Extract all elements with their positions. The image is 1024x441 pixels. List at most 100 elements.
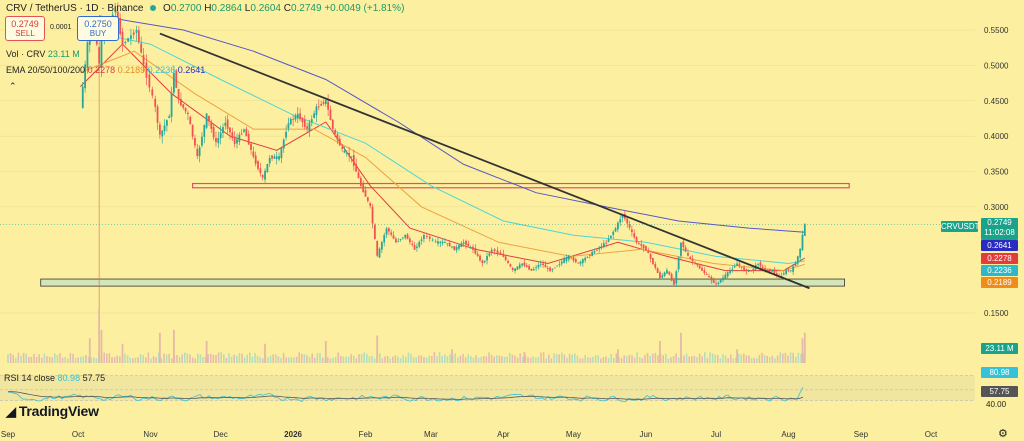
candle-body [369, 203, 372, 206]
volume-bar [290, 357, 293, 363]
volume-bar [587, 357, 589, 363]
volume-bar [90, 357, 92, 363]
volume-bar [282, 352, 285, 363]
candle-body [345, 152, 348, 154]
volume-bar [779, 352, 781, 363]
volume-bar [272, 354, 274, 363]
candle-body [420, 239, 423, 241]
candle-body [726, 272, 729, 277]
candle-body [127, 38, 130, 42]
candle-body [496, 250, 499, 254]
volume-bar [789, 352, 792, 363]
candle-body [142, 55, 145, 65]
sell-button[interactable]: 0.2749 SELL [5, 16, 45, 41]
chevron-up-icon[interactable]: ⌃ [9, 81, 17, 91]
volume-bar [194, 358, 196, 363]
volume-bar [670, 357, 672, 363]
gear-icon[interactable]: ⚙ [998, 428, 1008, 440]
volume-bar [532, 356, 534, 363]
time-tick-label: Oct [925, 430, 938, 439]
volume-bar [415, 357, 417, 363]
candle-body [546, 268, 549, 269]
candle-body [509, 264, 512, 267]
candle-body [796, 256, 799, 264]
candle-body [194, 138, 196, 146]
candle-body [243, 129, 245, 132]
volume-bar [165, 354, 168, 363]
buy-button[interactable]: 0.2750 BUY [77, 16, 119, 41]
candle-body [306, 126, 308, 129]
volume-bar [22, 352, 25, 363]
candle-body [701, 267, 703, 271]
candle-body [145, 62, 148, 78]
volume-bar [33, 353, 35, 363]
candle-body [376, 241, 379, 256]
sell-price: 0.2749 [11, 19, 39, 29]
candle-body [180, 98, 182, 106]
candle-body [761, 266, 764, 268]
candle-body [362, 183, 365, 193]
candle-body [140, 43, 143, 53]
candle-body [631, 229, 633, 233]
volume-bar [568, 354, 571, 363]
volume-bar [493, 356, 495, 363]
candle-body [366, 197, 369, 201]
volume-bar [418, 355, 420, 363]
candle-body [121, 31, 124, 45]
ema100-line [80, 29, 805, 265]
volume-bar [483, 356, 485, 363]
volume-bar [389, 358, 391, 363]
volume-bar [35, 357, 38, 363]
candle-body [560, 261, 563, 264]
volume-bar [61, 357, 64, 363]
volume-bar [337, 352, 339, 363]
volume-bar [626, 356, 628, 363]
volume-bar [472, 357, 475, 363]
volume-bar [150, 358, 152, 363]
price-tick-label: 0.3000 [984, 203, 1009, 212]
symbol-title: CRV / TetherUS · 1D · Binance [6, 3, 144, 14]
volume-bar [41, 357, 43, 363]
ema20-value: 0.2278 [87, 65, 116, 75]
volume-bar [212, 354, 215, 363]
symbol-tag: CRVUSDT [941, 221, 980, 232]
volume-bar [277, 356, 280, 363]
ema200-value: 0.2641 [177, 65, 206, 75]
candle-body [380, 242, 383, 250]
volume-bar [784, 352, 787, 363]
volume-bar [602, 357, 605, 363]
candle-body [488, 253, 491, 256]
volume-bar [205, 341, 208, 363]
candle-body [324, 99, 327, 104]
tradingview-brand[interactable]: ◢ TradingView [6, 403, 99, 420]
volume-bar [269, 355, 272, 363]
volume-bar [184, 352, 186, 363]
volume-bar [639, 357, 641, 363]
candle-body [626, 218, 629, 224]
candle-body [341, 147, 344, 149]
volume-bar [514, 355, 516, 363]
candle-body [528, 265, 530, 270]
candle-body [317, 106, 320, 108]
volume-bar [347, 356, 350, 363]
ema200-tag: 0.2641 [981, 240, 1018, 251]
candle-body [451, 246, 453, 248]
volume-bar [316, 352, 319, 363]
rsi-40-label: 40.00 [986, 400, 1007, 409]
candle-body [151, 89, 154, 96]
ema-legend: EMA 20/50/100/200 0.2278 0.2189 0.2236 0… [6, 65, 205, 75]
volume-bar [496, 355, 498, 363]
volume-bar [555, 353, 558, 363]
volume-bar [405, 356, 407, 363]
candle-body [757, 264, 759, 266]
volume-bar [243, 357, 246, 363]
candle-body [703, 270, 706, 274]
volume-bar [431, 355, 433, 363]
volume-bar [373, 358, 376, 363]
volume-bar [293, 357, 295, 363]
volume-bar [464, 357, 467, 363]
volume-bar [275, 354, 277, 363]
candle-body [640, 244, 643, 246]
